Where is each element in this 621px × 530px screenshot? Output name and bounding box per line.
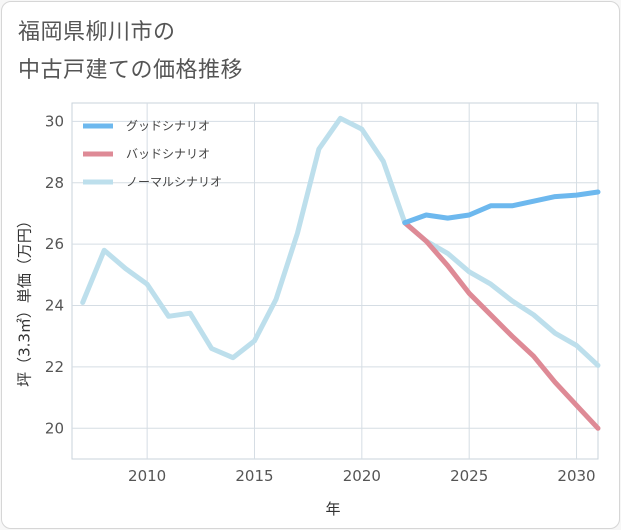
y-tick-label-24: 24	[45, 297, 64, 315]
x-tick-label-2015: 2015	[235, 467, 273, 485]
x-tick-label-2025: 2025	[450, 467, 488, 485]
y-tick-label-22: 22	[45, 358, 64, 376]
y-tick-label-30: 30	[45, 112, 64, 130]
legend-label-2: ノーマルシナリオ	[126, 175, 222, 189]
x-tick-label-2010: 2010	[128, 467, 166, 485]
y-tick-label-20: 20	[45, 419, 64, 437]
x-tick-label-2030: 2030	[557, 467, 595, 485]
chart-title: 福岡県柳川市の 中古戸建ての価格推移	[18, 14, 243, 90]
legend-label-1: バッドシナリオ	[126, 147, 210, 161]
x-axis-label: 年	[325, 500, 341, 518]
plot-area	[71, 102, 599, 460]
y-tick-label-26: 26	[45, 235, 64, 253]
chart-title-line1: 福岡県柳川市の	[18, 20, 176, 45]
legend-label-0: グッドシナリオ	[126, 119, 210, 133]
series-line-0	[402, 189, 601, 226]
series-line-2	[80, 115, 601, 368]
y-tick-label-28: 28	[45, 174, 64, 192]
series-line-1	[402, 220, 601, 431]
chart-title-line2: 中古戸建ての価格推移	[18, 58, 244, 83]
x-tick-label-2020: 2020	[343, 467, 381, 485]
